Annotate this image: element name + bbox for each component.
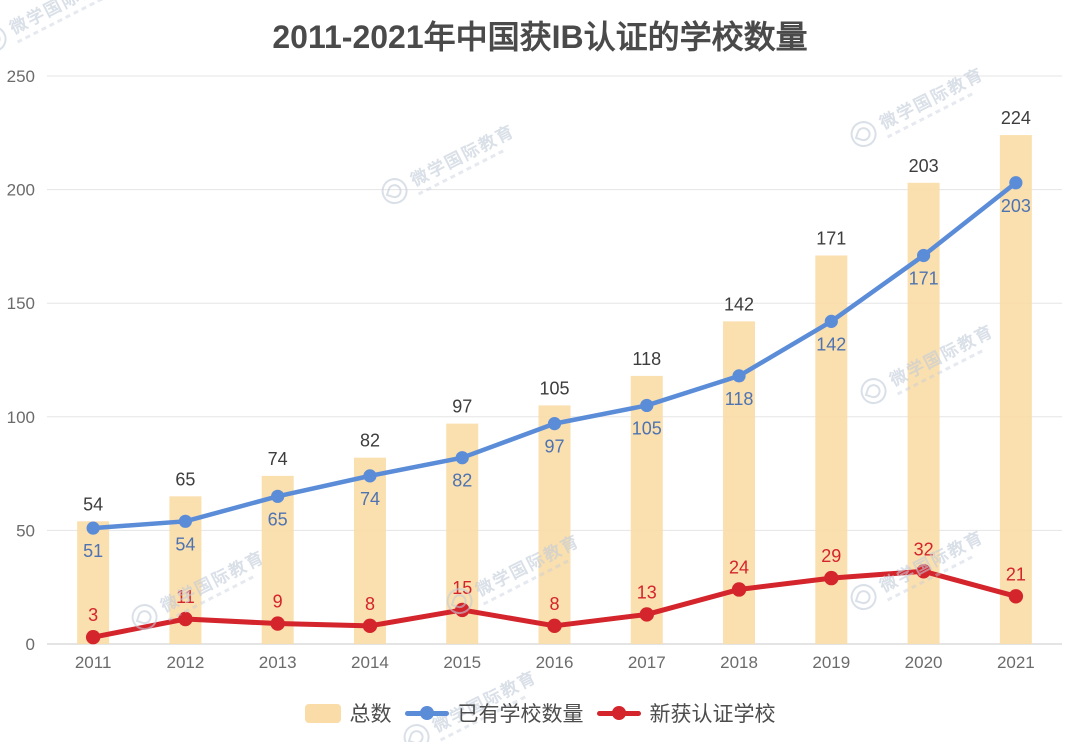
existing-point (732, 369, 746, 383)
existing-point (824, 314, 838, 328)
existing-point (1009, 176, 1023, 190)
new-value-label: 29 (821, 546, 841, 566)
y-tick-label: 0 (26, 635, 35, 654)
new-value-label: 24 (729, 557, 749, 577)
y-tick-label: 200 (7, 181, 35, 200)
new-value-label: 15 (452, 578, 472, 598)
new-value-label: 8 (365, 594, 375, 614)
existing-point (363, 469, 377, 483)
x-tick-label: 2011 (75, 653, 112, 672)
existing-value-label: 82 (452, 471, 472, 491)
new-value-label: 32 (914, 539, 934, 559)
bar-value-label: 97 (452, 397, 472, 417)
line-swatch-icon (596, 706, 641, 720)
existing-value-label: 118 (725, 389, 754, 409)
existing-value-label: 105 (632, 418, 662, 438)
legend-label-existing: 已有学校数量 (457, 703, 584, 726)
existing-value-label: 171 (909, 268, 939, 288)
y-tick-label: 100 (7, 408, 35, 427)
legend-item-total: 总数 (304, 698, 392, 728)
x-tick-label: 2021 (997, 653, 1035, 672)
new-point (85, 629, 101, 645)
y-tick-label: 150 (7, 294, 35, 313)
legend-item-existing: 已有学校数量 (404, 698, 584, 728)
point-dot-icon (419, 706, 434, 720)
existing-value-label: 203 (1001, 196, 1031, 216)
x-tick-label: 2012 (166, 653, 204, 672)
legend-label-new: 新获认证学校 (649, 703, 776, 726)
new-point (639, 607, 654, 622)
bar (630, 375, 663, 644)
existing-point (547, 417, 562, 431)
bar-value-label: 54 (83, 494, 103, 514)
existing-point (86, 521, 100, 535)
existing-point (640, 398, 654, 413)
x-tick-label: 2013 (259, 653, 297, 672)
new-point (731, 582, 747, 597)
x-tick-label: 2018 (720, 653, 758, 672)
bar-value-label: 82 (360, 431, 380, 451)
new-value-label: 21 (1006, 564, 1026, 584)
existing-value-label: 74 (360, 489, 380, 509)
existing-value-label: 65 (268, 509, 288, 529)
existing-point (916, 248, 931, 263)
x-tick-label: 2017 (628, 653, 666, 672)
new-value-label: 11 (176, 587, 195, 607)
bar-value-label: 74 (268, 449, 288, 469)
new-point (178, 611, 193, 627)
new-point (270, 616, 285, 631)
new-point (1008, 589, 1024, 604)
existing-value-label: 97 (544, 437, 564, 457)
new-point (362, 618, 378, 634)
line-swatch-icon (404, 706, 449, 720)
new-value-label: 13 (637, 582, 657, 602)
legend: 总数 已有学校数量 新获认证学校 (0, 698, 1080, 728)
existing-point (455, 451, 469, 465)
new-point (547, 618, 562, 634)
existing-point (178, 514, 193, 528)
bar-value-label: 203 (909, 156, 939, 176)
bar (353, 457, 386, 644)
existing-value-label: 142 (816, 334, 846, 354)
point-dot-icon (611, 706, 626, 720)
x-tick-label: 2016 (536, 653, 574, 672)
y-tick-label: 250 (7, 67, 35, 86)
page-title: 2011-2021年中国获IB认证的学校数量 (272, 19, 808, 55)
bar-value-label: 105 (539, 378, 569, 398)
legend-label-total: 总数 (349, 703, 392, 726)
new-value-label: 3 (88, 605, 98, 625)
bar-value-label: 118 (632, 349, 661, 369)
x-tick-label: 2015 (443, 653, 481, 672)
bar-value-label: 171 (816, 228, 846, 248)
bar-value-label: 65 (175, 469, 195, 489)
x-tick-label: 2014 (351, 653, 389, 672)
x-tick-label: 2020 (905, 653, 943, 672)
bar (538, 405, 571, 644)
bar-value-label: 142 (724, 294, 754, 314)
new-point (916, 564, 931, 579)
existing-point (271, 489, 285, 503)
y-tick-label: 50 (16, 521, 35, 540)
existing-value-label: 51 (83, 541, 103, 561)
bar-swatch-icon (304, 703, 341, 723)
existing-value-label: 54 (175, 534, 195, 554)
new-value-label: 8 (549, 594, 559, 614)
x-tick-label: 2019 (812, 653, 850, 672)
bar (261, 475, 294, 644)
new-point (455, 602, 470, 618)
bar (77, 521, 110, 644)
legend-item-new: 新获认证学校 (596, 698, 776, 728)
new-point (824, 570, 839, 586)
bar (999, 135, 1032, 644)
bar-value-label: 224 (1001, 108, 1031, 128)
new-value-label: 9 (273, 592, 283, 612)
